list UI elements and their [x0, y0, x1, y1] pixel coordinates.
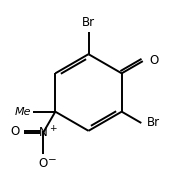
- Text: +: +: [49, 125, 56, 133]
- Text: Br: Br: [82, 16, 95, 29]
- Text: O: O: [38, 157, 48, 170]
- Text: O: O: [10, 125, 20, 138]
- Text: Me: Me: [14, 107, 31, 117]
- Text: −: −: [48, 155, 57, 165]
- Text: Br: Br: [147, 117, 160, 130]
- Text: N: N: [39, 126, 47, 139]
- Text: O: O: [149, 54, 158, 67]
